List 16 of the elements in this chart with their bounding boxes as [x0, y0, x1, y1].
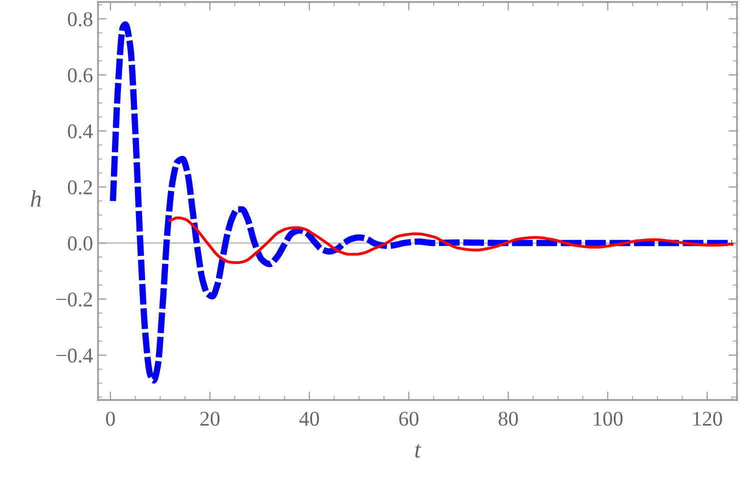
x-tick-label: 80 [498, 412, 518, 426]
y-tick-label: −0.2 [56, 292, 92, 307]
x-tick-label: 60 [399, 412, 418, 426]
y-tick-label: 0.6 [68, 68, 93, 82]
x-tick-label: 100 [594, 412, 623, 426]
x-axis-title: t [415, 444, 422, 458]
x-tick-label: 120 [693, 412, 722, 426]
y-tick-label: 0.4 [68, 124, 93, 138]
y-tick-label: 0.0 [68, 236, 92, 251]
x-tick-label: 20 [200, 412, 220, 426]
y-axis-title: h [30, 190, 41, 207]
y-tick-label: −0.4 [56, 348, 93, 363]
x-tick-label: 0 [106, 412, 115, 426]
x-tick-label: 40 [299, 412, 319, 426]
y-tick-label: 0.2 [68, 180, 92, 195]
y-tick-label: 0.8 [68, 12, 92, 26]
